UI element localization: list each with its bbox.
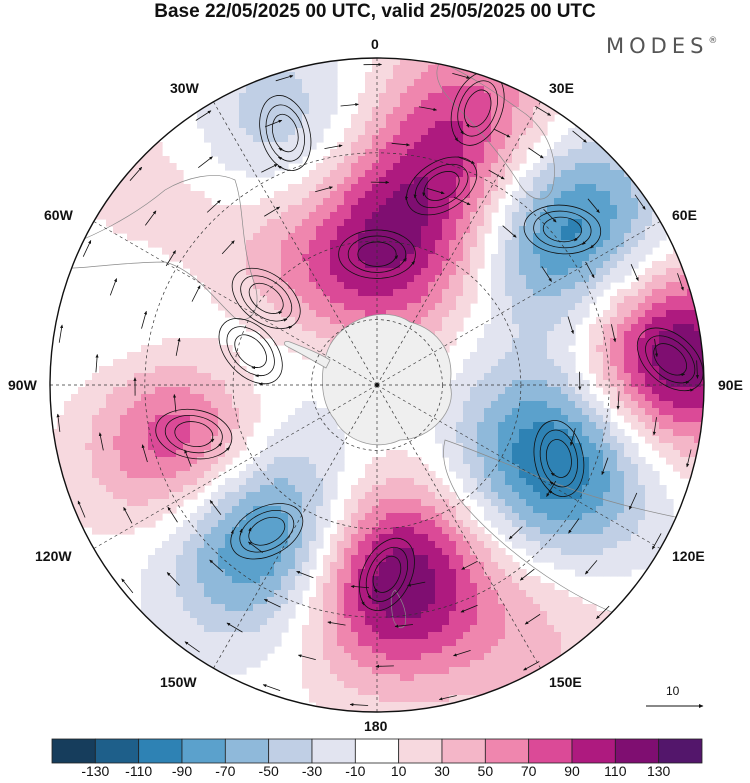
africa-outline: [436, 61, 555, 200]
colorbar-swatch: [268, 738, 313, 764]
colorbar-tick: -30: [301, 763, 323, 779]
label-lon-0: 0: [371, 36, 379, 52]
colorbar-tick: -110: [125, 763, 153, 779]
colorbar-tick: -50: [258, 763, 279, 779]
label-lon-90w: 90W: [8, 377, 37, 393]
colorbar-swatch: [354, 738, 400, 764]
label-lon-120e: 120E: [672, 548, 705, 564]
colorbar-swatch: [181, 738, 226, 764]
colorbar-tick: -90: [171, 763, 193, 779]
label-lon-180: 180: [364, 718, 388, 734]
modes-logo: MODES®: [606, 34, 717, 58]
colorbar-tick: 110: [604, 763, 627, 779]
graticule: [50, 58, 704, 712]
label-lon-120w: 120W: [35, 548, 72, 564]
colorbar-swatch: [311, 738, 356, 764]
colorbar-tick: 130: [646, 763, 671, 779]
colorbar-swatch: [571, 738, 616, 764]
label-lon-30e: 30E: [549, 80, 574, 96]
label-lon-150w: 150W: [160, 674, 197, 690]
registered-mark: ®: [708, 36, 718, 46]
land-layer: [51, 61, 703, 641]
label-lon-60w: 60W: [44, 207, 73, 223]
colorbar-tick: 50: [477, 763, 494, 779]
colorbar-tick: 90: [564, 763, 580, 779]
colorbar-swatch: [224, 738, 270, 764]
south-america-outline: [51, 175, 258, 320]
colorbar-tick: 30: [434, 763, 450, 779]
brand-text: MODES: [606, 34, 709, 58]
colorbar-tick: -10: [345, 763, 366, 779]
antarctic-peninsula: [284, 341, 331, 369]
colorbar-swatch: [138, 738, 183, 764]
colorbar-swatch: [614, 738, 660, 764]
antarctica-landmass: [321, 314, 452, 446]
colorbar-swatch: [51, 738, 96, 764]
reference-vector-label: 10: [666, 684, 680, 698]
colorbar-swatch: [441, 738, 486, 764]
colorbar-tick: 10: [390, 763, 407, 779]
colorbar-tick: -70: [215, 763, 236, 779]
chart-title: Base 22/05/2025 00 UTC, valid 25/05/2025…: [154, 1, 596, 22]
colorbar-swatch: [94, 738, 140, 764]
label-lon-150e: 150E: [549, 674, 582, 690]
label-lon-30w: 30W: [170, 80, 199, 96]
colorbar-swatch: [528, 738, 573, 764]
label-lon-60e: 60E: [672, 207, 697, 223]
colorbar-tick: 70: [520, 763, 537, 779]
label-lon-90e: 90E: [718, 377, 743, 393]
wind-streamlines: [56, 62, 704, 707]
colorbar-tick: -130: [81, 763, 110, 779]
colorbar-swatch: [658, 738, 703, 764]
map-border: [49, 57, 705, 713]
colorbar-swatch: [398, 738, 443, 764]
colorbar-swatch: [484, 738, 530, 764]
